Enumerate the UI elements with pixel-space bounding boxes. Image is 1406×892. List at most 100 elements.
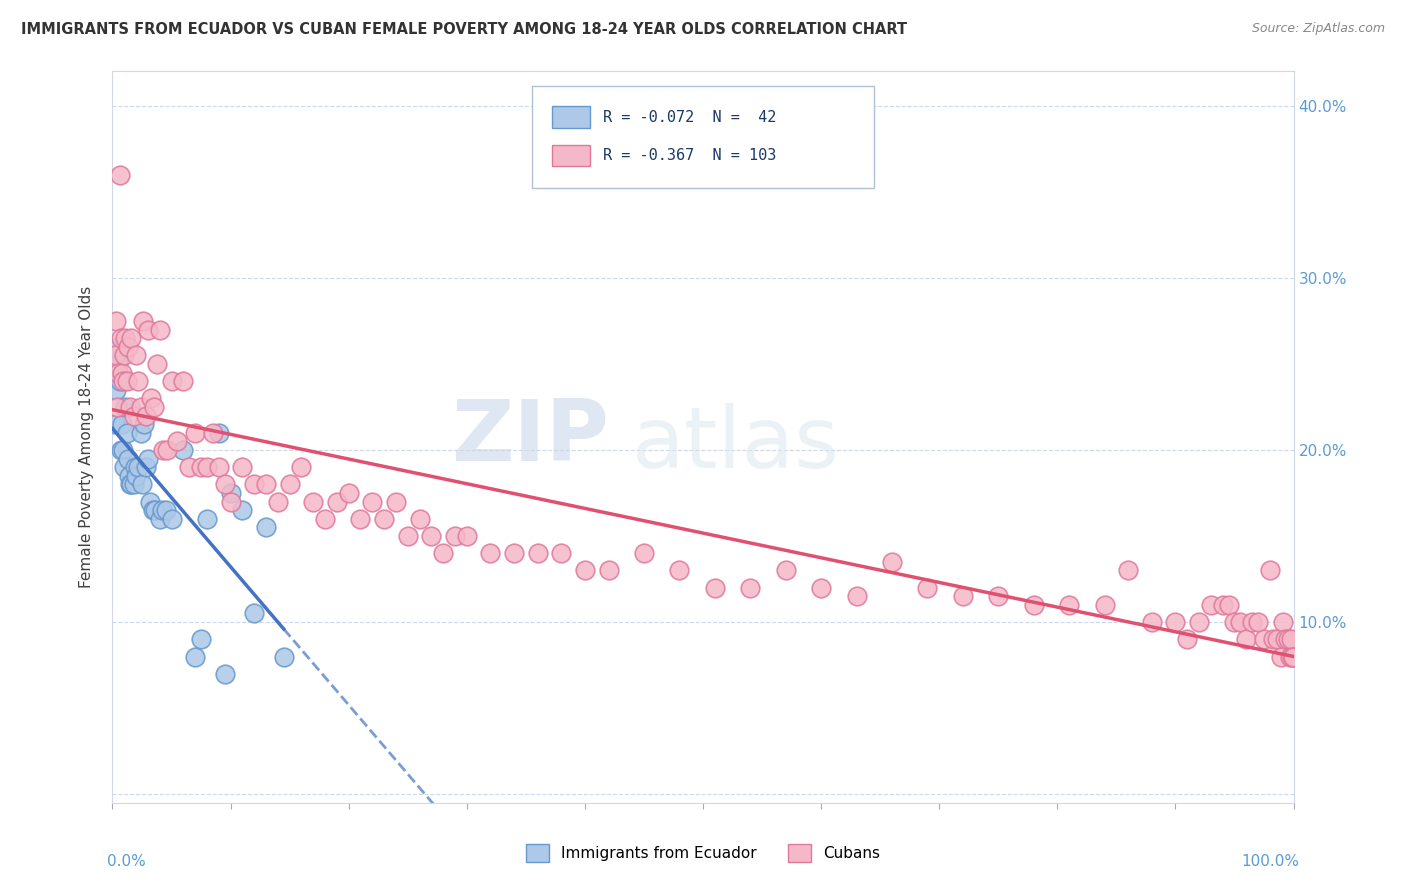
- Point: [166, 434, 188, 449]
- Point: [131, 477, 153, 491]
- Text: ZIP: ZIP: [451, 395, 609, 479]
- Point: [127, 460, 149, 475]
- Legend: Immigrants from Ecuador, Cubans: Immigrants from Ecuador, Cubans: [520, 838, 886, 868]
- Point: [1253, 632, 1275, 647]
- Point: [214, 666, 236, 681]
- Point: [135, 460, 157, 475]
- Point: [1279, 632, 1302, 647]
- Point: [952, 589, 974, 603]
- Point: [219, 486, 242, 500]
- Point: [598, 564, 620, 578]
- Point: [775, 564, 797, 578]
- Point: [214, 477, 236, 491]
- Point: [122, 409, 145, 423]
- Point: [1164, 615, 1187, 629]
- Point: [208, 460, 231, 475]
- Point: [243, 607, 266, 621]
- Text: R = -0.072  N =  42: R = -0.072 N = 42: [603, 110, 776, 125]
- Point: [668, 564, 690, 578]
- Point: [107, 357, 129, 371]
- Point: [105, 314, 128, 328]
- Point: [184, 425, 207, 440]
- Text: R = -0.367  N = 103: R = -0.367 N = 103: [603, 148, 776, 163]
- Point: [420, 529, 443, 543]
- Point: [290, 460, 312, 475]
- Point: [120, 400, 142, 414]
- Point: [1281, 649, 1303, 664]
- Point: [129, 425, 152, 440]
- Text: Source: ZipAtlas.com: Source: ZipAtlas.com: [1251, 22, 1385, 36]
- Point: [633, 546, 655, 560]
- Point: [1140, 615, 1163, 629]
- Point: [326, 494, 349, 508]
- Point: [141, 392, 163, 406]
- Point: [139, 494, 162, 508]
- Point: [135, 409, 157, 423]
- Point: [122, 477, 145, 491]
- Point: [110, 331, 132, 345]
- Point: [740, 581, 762, 595]
- Point: [1258, 564, 1281, 578]
- Point: [120, 331, 142, 345]
- Point: [254, 520, 277, 534]
- Point: [703, 581, 725, 595]
- Point: [219, 494, 242, 508]
- Point: [132, 314, 155, 328]
- Point: [111, 366, 134, 380]
- Point: [118, 468, 141, 483]
- Point: [115, 425, 138, 440]
- Point: [136, 451, 159, 466]
- Point: [125, 468, 148, 483]
- Point: [129, 400, 152, 414]
- Point: [526, 546, 548, 560]
- Point: [231, 503, 253, 517]
- Point: [1265, 632, 1288, 647]
- Point: [112, 460, 135, 475]
- Point: [190, 632, 212, 647]
- Point: [142, 503, 165, 517]
- Point: [373, 512, 395, 526]
- Point: [1188, 615, 1211, 629]
- Point: [108, 374, 131, 388]
- Point: [444, 529, 467, 543]
- Point: [114, 331, 136, 345]
- Point: [105, 383, 128, 397]
- Point: [107, 366, 129, 380]
- Point: [112, 348, 135, 362]
- Point: [845, 589, 868, 603]
- Point: [267, 494, 290, 508]
- Point: [302, 494, 325, 508]
- Point: [114, 400, 136, 414]
- Point: [385, 494, 408, 508]
- Point: [195, 460, 218, 475]
- Point: [152, 442, 174, 457]
- Bar: [551, 106, 589, 128]
- Point: [105, 400, 128, 414]
- Text: 0.0%: 0.0%: [107, 854, 145, 869]
- Point: [117, 340, 139, 354]
- Text: IMMIGRANTS FROM ECUADOR VS CUBAN FEMALE POVERTY AMONG 18-24 YEAR OLDS CORRELATIO: IMMIGRANTS FROM ECUADOR VS CUBAN FEMALE …: [21, 22, 907, 37]
- Point: [146, 357, 169, 371]
- Point: [1212, 598, 1234, 612]
- Point: [111, 417, 134, 432]
- Text: atlas: atlas: [633, 403, 841, 486]
- Point: [1022, 598, 1045, 612]
- Point: [1271, 615, 1294, 629]
- Point: [1116, 564, 1139, 578]
- Point: [1094, 598, 1116, 612]
- Point: [124, 460, 146, 475]
- Point: [127, 374, 149, 388]
- Point: [104, 417, 127, 432]
- Point: [172, 442, 194, 457]
- Point: [361, 494, 384, 508]
- Point: [550, 546, 572, 560]
- Point: [112, 442, 135, 457]
- Point: [195, 512, 218, 526]
- Point: [479, 546, 502, 560]
- Point: [117, 451, 139, 466]
- Point: [1223, 615, 1246, 629]
- Point: [201, 425, 224, 440]
- FancyBboxPatch shape: [531, 86, 875, 188]
- Point: [1199, 598, 1222, 612]
- Point: [574, 564, 596, 578]
